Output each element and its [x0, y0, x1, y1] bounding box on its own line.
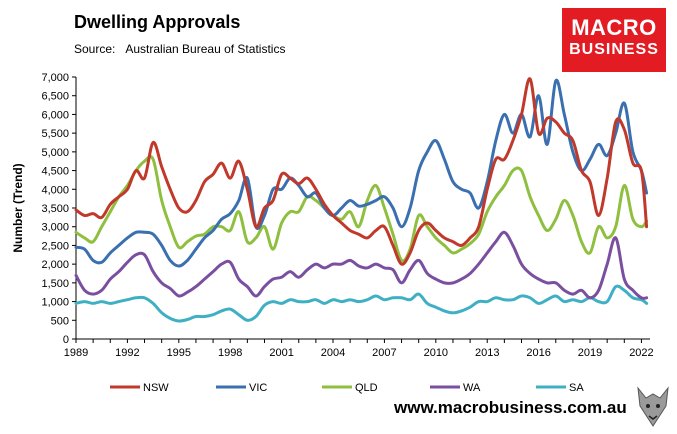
y-tick-label: 3,000	[41, 222, 69, 234]
y-tick-label: 5,000	[41, 147, 69, 159]
source-label: Source:	[74, 42, 116, 56]
website-url: www.macrobusiness.com.au	[394, 398, 627, 417]
y-tick-label: 7,000	[41, 72, 69, 84]
x-tick-label: 1989	[64, 347, 88, 359]
y-tick-label: 4,000	[41, 184, 69, 196]
y-axis-label: Number (Trend)	[11, 163, 25, 252]
chart-series	[74, 77, 649, 323]
x-tick-label: 1998	[218, 347, 242, 359]
y-tick-label: 6,000	[41, 109, 69, 121]
wolf-icon	[637, 386, 669, 427]
x-tick-label: 2004	[321, 347, 345, 359]
logo-line-2: BUSINESS	[569, 41, 659, 58]
y-tick-label: 2,500	[41, 240, 69, 252]
source-row: Source: Australian Bureau of Statistics	[74, 42, 285, 56]
legend-label-qld: QLD	[355, 382, 378, 394]
y-tick-label: 2,000	[41, 259, 69, 271]
series-line-sa	[74, 284, 649, 323]
x-tick-label: 2010	[424, 347, 448, 359]
x-tick-label: 2001	[269, 347, 293, 359]
series-line-wa	[74, 230, 649, 300]
chart-axes: 0 500 1,000 1,500 2,000 2,500 3,000 3,500 4,000 4…	[11, 72, 654, 359]
source-value: Australian Bureau of Statistics	[125, 42, 286, 56]
series-line-vic	[74, 78, 649, 268]
legend-label-vic: VIC	[249, 382, 267, 394]
y-tick-label: 1,500	[41, 278, 69, 290]
x-tick-label: 2019	[578, 347, 602, 359]
macrobusiness-logo: MACRO BUSINESS	[562, 8, 666, 72]
x-tick-label: 2022	[629, 347, 653, 359]
chart-title: Dwelling Approvals	[74, 12, 241, 32]
y-tick-label: 3,500	[41, 203, 69, 215]
legend-label-nsw: NSW	[143, 382, 169, 394]
series-line-qld	[74, 155, 649, 263]
series-line-nsw	[74, 77, 649, 266]
y-tick-label: 0	[63, 334, 69, 346]
x-tick-label: 1995	[167, 347, 191, 359]
x-tick-label: 1992	[115, 347, 139, 359]
chart-legend: NSW VIC QLD WA SA	[110, 382, 584, 394]
y-tick-label: 5,500	[41, 128, 69, 140]
legend-label-sa: SA	[569, 382, 584, 394]
y-tick-label: 4,500	[41, 166, 69, 178]
legend-label-wa: WA	[463, 382, 481, 394]
x-tick-label: 2016	[526, 347, 550, 359]
logo-line-1: MACRO	[571, 15, 657, 40]
y-tick-label: 6,500	[41, 91, 69, 103]
y-tick-label: 1,000	[41, 297, 69, 309]
y-tick-label: 500	[51, 315, 69, 327]
x-tick-label: 2007	[372, 347, 396, 359]
x-tick-label: 2013	[475, 347, 499, 359]
